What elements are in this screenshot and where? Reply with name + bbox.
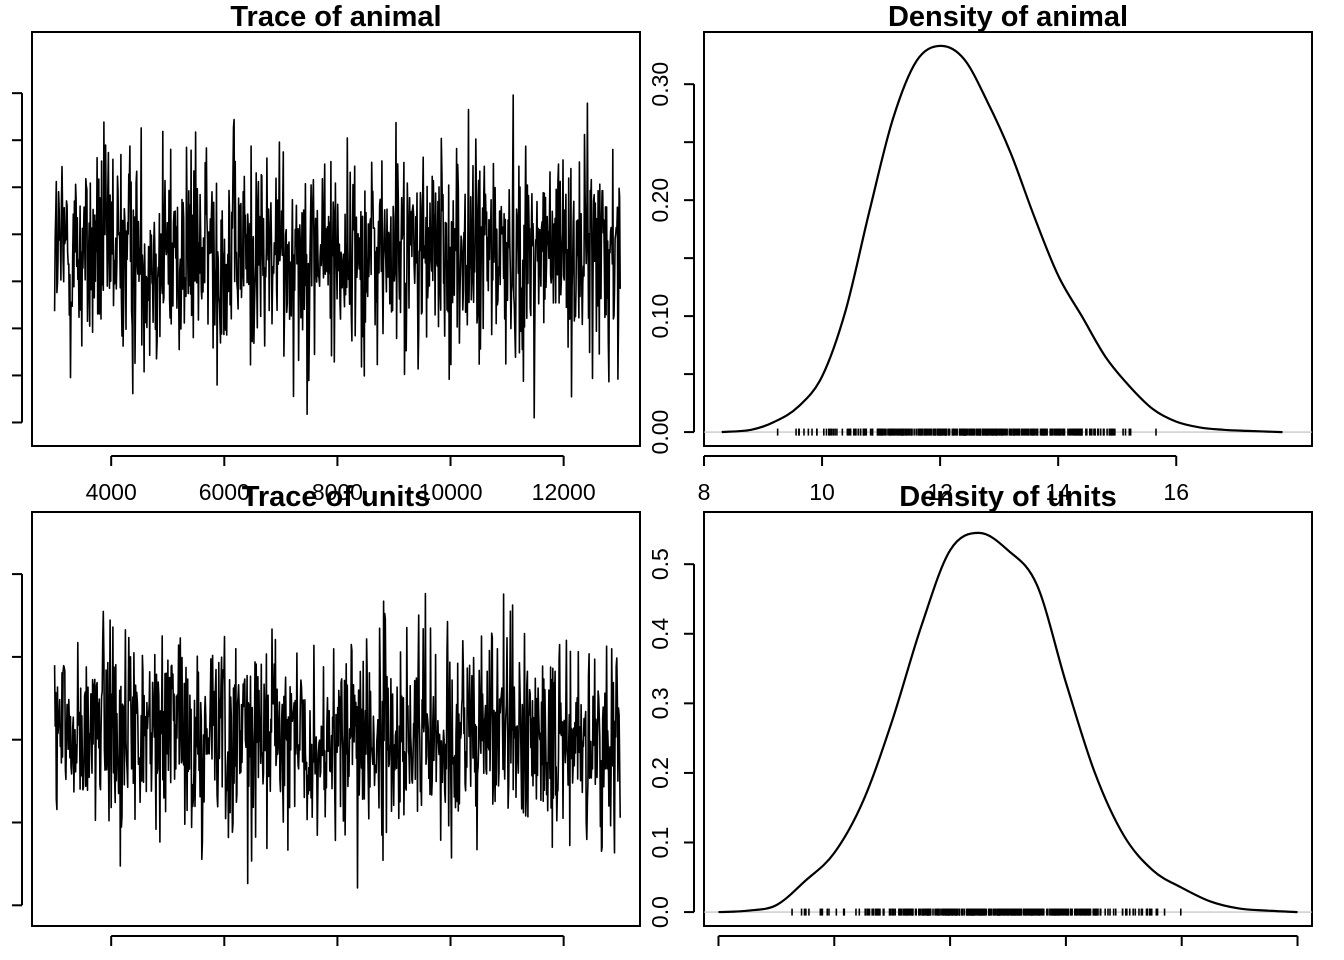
density-units-panel: Density of units 0.0 0.1 0.2 0.3 0.4 0.5 — [647, 481, 1313, 946]
density-units-frame — [703, 511, 1313, 927]
density-curve — [721, 44, 1283, 434]
y-tick-label: 0.30 — [647, 62, 673, 107]
density-animal-frame — [703, 31, 1313, 447]
density-curve — [718, 531, 1298, 914]
density-animal-panel: Density of animal 8 10 12 14 16 0.00 0.10 0.20 0… — [647, 1, 1313, 505]
y-tick-label: 0.0 — [647, 896, 673, 928]
trace-animal-panel: Trace of animal 4000 6000 8000 10000 12000 — [12, 1, 641, 505]
trace-units-frame — [31, 511, 641, 927]
trace-series-line — [53, 94, 621, 419]
density-animal-title: Density of animal — [888, 1, 1128, 33]
y-tick-label: 0.1 — [647, 827, 673, 859]
y-tick-label: 0.10 — [647, 294, 673, 339]
rug-marks — [776, 428, 1157, 436]
trace-units-title: Trace of units — [242, 481, 431, 513]
x-tick-label: 8000 — [312, 479, 363, 505]
y-tick-label: 0.2 — [647, 757, 673, 789]
density-units-title: Density of units — [899, 481, 1117, 513]
y-tick-label: 0.4 — [647, 618, 673, 650]
x-tick-label: 14 — [1045, 479, 1071, 505]
x-tick-label: 6000 — [199, 479, 250, 505]
x-tick-label: 16 — [1163, 479, 1189, 505]
trace-series-line — [53, 592, 621, 889]
y-tick-label: 0.5 — [647, 548, 673, 580]
x-tick-label: 12000 — [532, 479, 596, 505]
x-tick-label: 10000 — [419, 479, 483, 505]
trace-units-panel: Trace of units — [12, 481, 641, 946]
y-tick-label: 0.20 — [647, 178, 673, 223]
y-tick-label: 0.3 — [647, 687, 673, 719]
rug-marks — [791, 908, 1182, 916]
trace-animal-title: Trace of animal — [230, 1, 441, 33]
x-tick-label: 12 — [927, 479, 953, 505]
y-tick-label: 0.00 — [647, 410, 673, 455]
trace-animal-frame — [31, 31, 641, 447]
x-tick-label: 4000 — [86, 479, 137, 505]
x-tick-label: 10 — [809, 479, 835, 505]
x-tick-label: 8 — [698, 479, 711, 505]
